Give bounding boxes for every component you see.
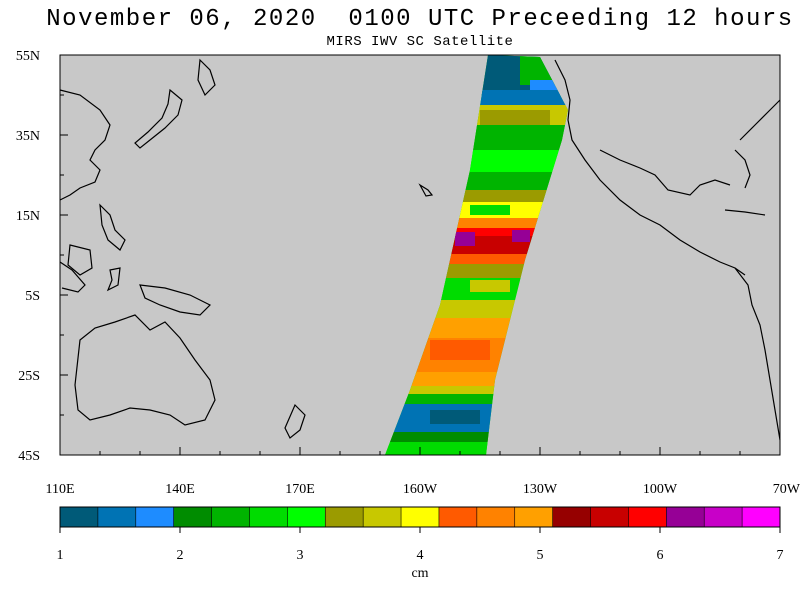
japan-coastline xyxy=(134,88,183,149)
colorbar-tick-label: 4 xyxy=(417,548,424,563)
lon-tick-label: 110E xyxy=(45,482,74,497)
colorbar-swatch xyxy=(704,507,743,527)
colorbar-swatch xyxy=(363,507,402,527)
lat-tick-label: 15N xyxy=(16,209,40,224)
colorbar-tick-label: 5 xyxy=(537,548,544,563)
colorbar-swatch xyxy=(590,507,629,527)
australia-coastline xyxy=(74,314,216,426)
lat-tick-label: 5S xyxy=(25,289,40,304)
florida-coastline xyxy=(734,149,751,189)
lon-tick-label: 170E xyxy=(285,482,315,497)
caribbean-coastline xyxy=(724,209,766,216)
south-america-coastline xyxy=(734,267,781,441)
colorbar-swatch xyxy=(325,507,364,527)
colorbar-swatch xyxy=(211,507,250,527)
lon-tick-label: 140E xyxy=(165,482,195,497)
colorbar-swatch xyxy=(552,507,592,527)
lon-tick-label: 70W xyxy=(773,482,800,497)
colorbar-swatch xyxy=(401,507,440,527)
new-guinea-coastline xyxy=(139,284,212,316)
colorbar-swatch xyxy=(97,507,137,527)
colorbar: 1 2 3 4 5 6 7 cm xyxy=(57,506,784,581)
coastlines xyxy=(59,58,781,441)
colorbar-swatch xyxy=(742,507,781,527)
colorbar-swatch xyxy=(249,507,288,527)
colorbar-tick-label: 3 xyxy=(297,548,304,563)
lat-tick-label: 25S xyxy=(18,369,40,384)
colorbar-unit-label: cm xyxy=(411,566,428,581)
lat-tick-label: 55N xyxy=(16,49,40,64)
philippines-coastline xyxy=(99,203,126,251)
colorbar-swatch xyxy=(60,507,99,527)
colorbar-swatch xyxy=(628,507,667,527)
map-title: November 06, 2020 0100 UTC Preceeding 12… xyxy=(46,6,794,33)
asia-coastline xyxy=(59,89,111,201)
gulf-coastline xyxy=(599,149,731,196)
new-zealand-coastline xyxy=(284,403,306,439)
longitude-axis: 110E 140E 170E 160W 130W 100W 70W xyxy=(45,447,800,497)
borneo-coastline xyxy=(67,244,93,276)
map-subtitle: MIRS IWV SC Satellite xyxy=(326,34,514,50)
colorbar-swatch xyxy=(135,507,175,527)
lat-tick-label: 45S xyxy=(18,449,40,464)
sulawesi-coastline xyxy=(106,267,121,292)
colorbar-swatch xyxy=(514,507,554,527)
colorbar-tick-label: 1 xyxy=(57,548,64,563)
colorbar-swatch xyxy=(438,507,478,527)
colorbar-swatch xyxy=(287,507,326,527)
north-america-coastline xyxy=(554,59,746,276)
indonesia-coastline xyxy=(59,261,86,293)
colorbar-tick-label: 6 xyxy=(657,548,664,563)
latitude-axis: 55N 35N 15N 5S 25S 45S xyxy=(16,49,68,464)
colorbar-tick-label: 2 xyxy=(177,548,184,563)
lon-tick-label: 160W xyxy=(403,482,438,497)
hawaii-coastline xyxy=(418,183,434,197)
lat-tick-label: 35N xyxy=(16,129,40,144)
east-coast-coastline xyxy=(739,99,781,141)
lon-tick-label: 100W xyxy=(643,482,678,497)
kamchatka-coastline xyxy=(197,58,216,97)
lon-tick-label: 130W xyxy=(523,482,558,497)
colorbar-swatch xyxy=(173,507,213,527)
colorbar-swatch xyxy=(476,507,516,527)
colorbar-swatch xyxy=(666,507,705,527)
colorbar-tick-label: 7 xyxy=(777,548,784,563)
map-panel: 55N 35N 15N 5S 25S 45S 110E 140E 170E 160W 130W 10… xyxy=(16,49,800,497)
